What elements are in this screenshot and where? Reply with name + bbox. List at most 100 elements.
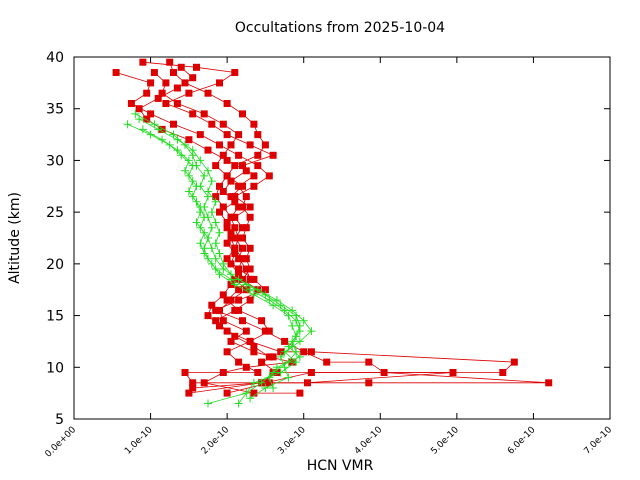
x-tick-label: 7.0e-10 bbox=[583, 425, 615, 457]
data-point bbox=[292, 358, 301, 367]
data-point bbox=[135, 105, 143, 113]
data-point bbox=[147, 79, 155, 87]
data-point bbox=[250, 389, 258, 397]
data-point bbox=[219, 291, 227, 299]
y-tick-label: 20 bbox=[46, 257, 64, 273]
data-point bbox=[272, 363, 281, 372]
data-point bbox=[204, 399, 212, 408]
data-point bbox=[208, 120, 216, 128]
data-point bbox=[200, 110, 208, 118]
data-point bbox=[207, 208, 216, 217]
chart-title: Occultations from 2025-10-04 bbox=[235, 20, 445, 36]
data-point bbox=[131, 109, 140, 118]
data-point bbox=[227, 234, 235, 242]
data-point bbox=[231, 244, 239, 252]
y-tick-label: 15 bbox=[46, 309, 64, 325]
data-point bbox=[242, 265, 250, 273]
data-point bbox=[235, 151, 243, 159]
data-point bbox=[215, 249, 224, 258]
data-point bbox=[365, 379, 373, 387]
data-point bbox=[154, 125, 163, 134]
data-point bbox=[138, 125, 147, 134]
data-point bbox=[239, 255, 246, 263]
data-point bbox=[173, 100, 181, 107]
data-point bbox=[250, 120, 258, 128]
data-point bbox=[227, 229, 235, 237]
data-point bbox=[269, 353, 277, 361]
data-point bbox=[143, 89, 151, 97]
data-point bbox=[231, 234, 239, 242]
data-point bbox=[288, 321, 297, 330]
data-point bbox=[242, 327, 250, 335]
data-point bbox=[219, 151, 227, 159]
data-point bbox=[223, 239, 231, 247]
x-tick-label: 4.0e-10 bbox=[353, 425, 385, 457]
data-point bbox=[200, 249, 209, 258]
data-point bbox=[295, 321, 304, 330]
data-point bbox=[246, 275, 254, 283]
data-point bbox=[250, 275, 258, 283]
data-point bbox=[269, 301, 278, 310]
data-point bbox=[212, 193, 220, 201]
data-point bbox=[208, 301, 216, 309]
data-point bbox=[143, 115, 151, 123]
data-point bbox=[193, 63, 200, 71]
data-point bbox=[246, 213, 254, 221]
data-point bbox=[254, 162, 262, 170]
y-tick-label: 30 bbox=[46, 153, 64, 169]
data-point bbox=[223, 255, 231, 263]
data-point bbox=[200, 228, 209, 237]
data-point bbox=[265, 353, 273, 361]
data-point bbox=[227, 260, 235, 268]
series-green-7 bbox=[138, 125, 304, 392]
data-point bbox=[189, 110, 197, 118]
data-point bbox=[258, 317, 266, 325]
data-point bbox=[295, 352, 304, 361]
data-point bbox=[235, 286, 243, 294]
data-point bbox=[173, 135, 182, 144]
y-tick-label: 35 bbox=[46, 102, 64, 118]
data-point bbox=[239, 224, 246, 232]
data-point bbox=[211, 254, 220, 263]
data-point bbox=[211, 218, 220, 227]
data-point bbox=[280, 347, 289, 356]
x-tick-label: 3.0e-10 bbox=[276, 425, 308, 457]
data-point bbox=[196, 239, 205, 248]
data-point bbox=[181, 369, 189, 376]
data-point bbox=[207, 244, 216, 253]
data-point bbox=[242, 363, 250, 371]
data-point bbox=[280, 363, 289, 372]
data-point bbox=[292, 332, 301, 341]
data-point bbox=[296, 389, 304, 397]
data-point bbox=[307, 348, 315, 356]
data-point bbox=[250, 182, 258, 190]
series-line bbox=[138, 118, 301, 399]
data-point bbox=[304, 379, 311, 387]
data-point bbox=[249, 378, 258, 387]
data-point bbox=[242, 280, 251, 289]
data-point bbox=[204, 166, 212, 175]
data-point bbox=[204, 187, 212, 196]
data-point bbox=[227, 337, 235, 345]
x-tick-label: 1.0e-10 bbox=[123, 425, 155, 457]
data-point bbox=[307, 327, 316, 336]
data-point bbox=[292, 311, 301, 320]
data-point bbox=[196, 156, 205, 165]
data-point bbox=[147, 110, 155, 118]
data-point bbox=[185, 136, 193, 144]
data-point bbox=[200, 379, 208, 387]
data-point bbox=[207, 259, 216, 268]
data-point bbox=[269, 384, 278, 392]
data-point bbox=[219, 188, 227, 195]
data-point bbox=[323, 358, 331, 366]
data-point bbox=[239, 317, 246, 325]
data-point bbox=[242, 193, 250, 201]
data-point bbox=[223, 348, 231, 356]
data-point bbox=[200, 171, 209, 180]
series-line bbox=[142, 129, 301, 389]
data-point bbox=[123, 120, 132, 129]
x-tick-label: 5.0e-10 bbox=[429, 425, 461, 457]
data-point bbox=[230, 280, 239, 289]
data-point bbox=[173, 84, 181, 92]
